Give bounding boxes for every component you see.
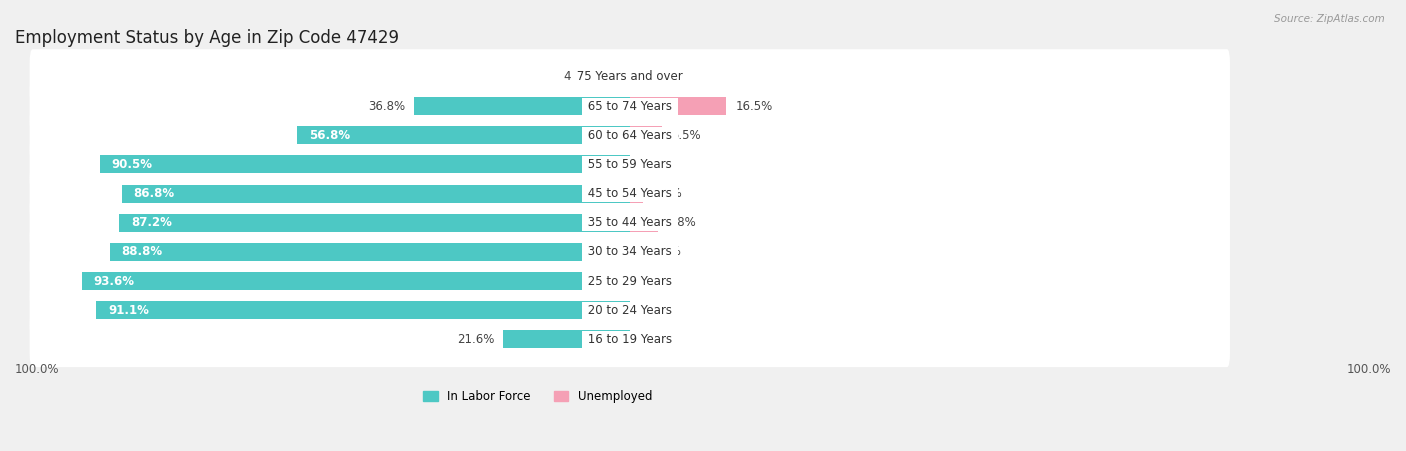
Text: 36.8%: 36.8% (368, 100, 405, 113)
Text: 30 to 34 Years: 30 to 34 Years (583, 245, 675, 258)
Text: 55 to 59 Years: 55 to 59 Years (583, 158, 675, 171)
Bar (120, 214, 630, 232)
FancyBboxPatch shape (30, 137, 1230, 192)
Bar (121, 184, 630, 202)
Text: 21.6%: 21.6% (457, 333, 495, 346)
Text: 16.5%: 16.5% (735, 100, 772, 113)
Text: 0.0%: 0.0% (638, 333, 668, 346)
Bar (415, 97, 630, 115)
Bar (503, 331, 630, 349)
Text: 60 to 64 Years: 60 to 64 Years (583, 129, 676, 142)
Text: 56.8%: 56.8% (309, 129, 350, 142)
Text: 0.0%: 0.0% (638, 70, 668, 83)
FancyBboxPatch shape (30, 195, 1230, 250)
Legend: In Labor Force, Unemployed: In Labor Force, Unemployed (423, 390, 652, 403)
Text: 0.0%: 0.0% (638, 275, 668, 288)
Text: 16 to 19 Years: 16 to 19 Years (583, 333, 676, 346)
Bar (82, 272, 630, 290)
Text: 35 to 44 Years: 35 to 44 Years (583, 216, 676, 229)
Text: 100.0%: 100.0% (15, 363, 59, 376)
Text: 87.2%: 87.2% (131, 216, 172, 229)
FancyBboxPatch shape (30, 224, 1230, 280)
Text: 0.0%: 0.0% (638, 304, 668, 317)
Text: 93.6%: 93.6% (93, 275, 135, 288)
Text: Employment Status by Age in Zip Code 47429: Employment Status by Age in Zip Code 474… (15, 28, 399, 46)
FancyBboxPatch shape (30, 108, 1230, 163)
Bar (630, 97, 727, 115)
Text: 0.0%: 0.0% (638, 158, 668, 171)
Text: 90.5%: 90.5% (111, 158, 153, 171)
Bar (630, 184, 644, 202)
Text: 4.8%: 4.8% (564, 70, 593, 83)
FancyBboxPatch shape (30, 312, 1230, 367)
Text: 25 to 29 Years: 25 to 29 Years (583, 275, 676, 288)
FancyBboxPatch shape (30, 166, 1230, 221)
Text: 4.8%: 4.8% (666, 216, 696, 229)
Bar (630, 243, 643, 261)
Bar (100, 156, 630, 174)
FancyBboxPatch shape (30, 78, 1230, 134)
Bar (297, 126, 630, 144)
Text: 45 to 54 Years: 45 to 54 Years (583, 187, 676, 200)
Text: 5.5%: 5.5% (671, 129, 700, 142)
Text: 2.3%: 2.3% (652, 187, 682, 200)
Text: 65 to 74 Years: 65 to 74 Years (583, 100, 676, 113)
Text: 91.1%: 91.1% (108, 304, 149, 317)
Bar (602, 68, 630, 86)
FancyBboxPatch shape (30, 49, 1230, 105)
Text: 75 Years and over: 75 Years and over (574, 70, 686, 83)
Text: 88.8%: 88.8% (121, 245, 163, 258)
FancyBboxPatch shape (30, 253, 1230, 309)
Bar (630, 126, 662, 144)
Text: 100.0%: 100.0% (1347, 363, 1391, 376)
Bar (97, 301, 630, 319)
FancyBboxPatch shape (30, 283, 1230, 338)
Bar (110, 243, 630, 261)
Text: 2.1%: 2.1% (651, 245, 681, 258)
Text: 20 to 24 Years: 20 to 24 Years (583, 304, 676, 317)
Text: 86.8%: 86.8% (134, 187, 174, 200)
Bar (630, 214, 658, 232)
Text: Source: ZipAtlas.com: Source: ZipAtlas.com (1274, 14, 1385, 23)
